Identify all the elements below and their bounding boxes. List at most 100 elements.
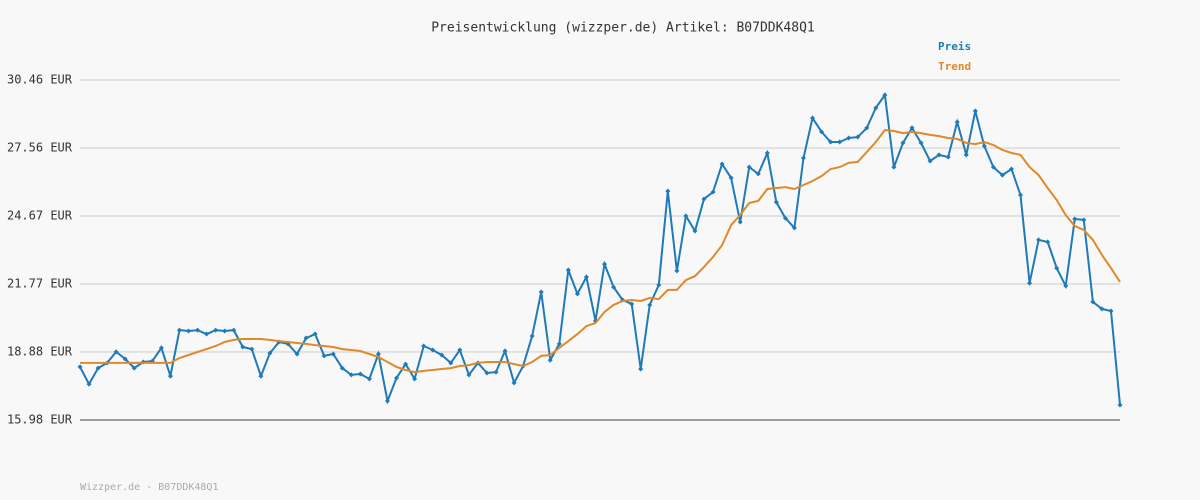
point-marker	[963, 152, 969, 158]
point-marker	[231, 327, 237, 333]
point-marker	[583, 274, 589, 280]
point-marker	[936, 152, 942, 158]
point-marker	[357, 371, 363, 377]
point-marker	[828, 139, 834, 145]
point-marker	[1099, 306, 1105, 312]
point-marker	[683, 213, 689, 219]
point-marker	[375, 351, 381, 357]
point-marker	[728, 175, 734, 181]
point-marker	[176, 327, 182, 333]
y-tick-label: 15.98 EUR	[7, 413, 73, 427]
point-marker	[900, 140, 906, 146]
point-marker	[339, 365, 345, 371]
point-marker	[1008, 166, 1014, 172]
point-marker	[1090, 299, 1096, 305]
point-marker	[511, 380, 517, 386]
point-marker	[394, 375, 400, 381]
point-marker	[1054, 265, 1060, 271]
point-marker	[674, 268, 680, 274]
point-marker	[909, 125, 915, 131]
point-marker	[1027, 280, 1033, 286]
point-marker	[773, 199, 779, 205]
y-tick-label: 21.77 EUR	[7, 277, 73, 291]
point-marker	[294, 351, 300, 357]
point-marker	[565, 267, 571, 273]
point-marker	[240, 344, 246, 350]
point-marker	[538, 289, 544, 295]
point-marker	[990, 164, 996, 170]
point-marker	[421, 343, 427, 349]
point-marker	[647, 302, 653, 308]
y-tick-label: 30.46 EUR	[7, 73, 73, 87]
point-marker	[629, 301, 635, 307]
point-marker	[782, 215, 788, 221]
point-marker	[638, 366, 644, 372]
legend-entry: Preis	[938, 40, 971, 53]
legend-entry: Trend	[938, 60, 971, 73]
point-marker	[366, 376, 372, 382]
point-marker	[819, 129, 825, 135]
point-marker	[873, 105, 879, 111]
point-marker	[692, 228, 698, 234]
point-marker	[95, 365, 101, 371]
point-marker	[249, 346, 255, 352]
point-marker	[810, 115, 816, 121]
point-marker	[222, 328, 228, 334]
point-marker	[800, 155, 806, 161]
point-marker	[891, 164, 897, 170]
point-marker	[574, 291, 580, 297]
point-marker	[755, 171, 761, 177]
point-marker	[258, 373, 264, 379]
point-marker	[403, 361, 409, 367]
point-marker	[602, 261, 608, 267]
point-marker	[122, 356, 128, 362]
point-marker	[945, 154, 951, 160]
point-marker	[158, 345, 164, 351]
point-marker	[737, 219, 743, 225]
point-marker	[466, 372, 472, 378]
point-marker	[1072, 216, 1078, 222]
point-marker	[746, 164, 752, 170]
point-marker	[484, 370, 490, 376]
point-marker	[882, 92, 888, 98]
point-marker	[999, 172, 1005, 178]
y-tick-label: 18.88 EUR	[7, 344, 73, 358]
point-marker	[348, 372, 354, 378]
point-marker	[665, 188, 671, 194]
point-marker	[412, 376, 418, 382]
point-marker	[195, 327, 201, 333]
point-marker	[611, 284, 617, 290]
point-marker	[791, 225, 797, 231]
point-marker	[502, 348, 508, 354]
point-marker	[710, 189, 716, 195]
point-marker	[556, 341, 562, 347]
series-line	[80, 128, 1121, 374]
chart-title: Preisentwicklung (wizzper.de) Artikel: B…	[431, 21, 815, 36]
point-marker	[719, 161, 725, 167]
point-marker	[204, 331, 210, 337]
point-marker	[837, 139, 843, 145]
point-marker	[529, 333, 535, 339]
point-marker	[1018, 192, 1024, 198]
point-marker	[954, 119, 960, 125]
point-marker	[77, 364, 83, 370]
point-marker	[1036, 237, 1042, 243]
point-marker	[1063, 283, 1069, 289]
point-marker	[267, 350, 273, 356]
point-marker	[846, 135, 852, 141]
point-marker	[186, 328, 192, 334]
point-marker	[981, 143, 987, 149]
point-marker	[457, 347, 463, 353]
point-marker	[927, 158, 933, 164]
point-marker	[972, 108, 978, 114]
point-marker	[656, 282, 662, 288]
footer: Wizzper.de - B07DDK48Q1	[80, 482, 218, 493]
point-marker	[918, 140, 924, 146]
point-marker	[312, 331, 318, 337]
point-marker	[448, 360, 454, 366]
point-marker	[430, 347, 436, 353]
point-marker	[1045, 239, 1051, 245]
